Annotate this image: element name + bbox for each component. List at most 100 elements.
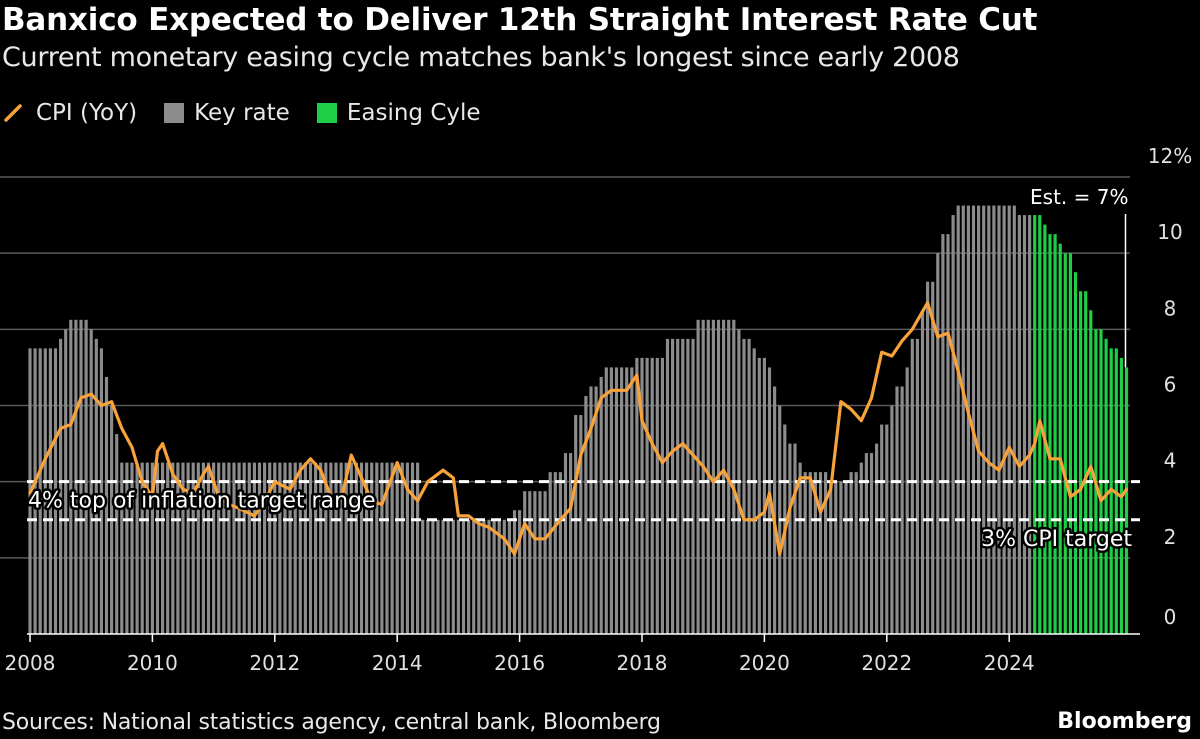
key-rate-bar (365, 462, 369, 634)
chart-plot-area: 0 2 4 6 8 10 12% 4% top of inflation target ran… (0, 144, 1192, 675)
key-rate-bar (757, 357, 761, 634)
key-rate-bar (1007, 205, 1011, 634)
key-rate-bar (910, 338, 914, 634)
key-rate-bar (849, 472, 853, 634)
x-tick-label: 2024 (984, 651, 1035, 675)
x-tick-label: 2012 (249, 651, 300, 675)
key-rate-bar (523, 491, 527, 634)
key-rate-bar (421, 519, 425, 634)
key-rate-bar (518, 510, 522, 634)
key-rate-bar (951, 215, 955, 635)
easing-cycle-bar (1053, 234, 1057, 634)
key-rate-bar (1017, 215, 1021, 635)
key-rate-bar (166, 462, 170, 634)
key-rate-bar (247, 462, 251, 634)
key-rate-bar (813, 472, 817, 634)
key-rate-bar (308, 462, 313, 634)
reference-label-target-range: 4% top of inflation target range (28, 489, 376, 514)
key-rate-bar (181, 462, 185, 634)
key-rate-bar (232, 462, 236, 634)
key-rate-bar (150, 462, 154, 634)
key-rate-bar (380, 462, 384, 634)
key-rate-bar (732, 319, 736, 634)
key-rate-bar (288, 462, 292, 634)
easing-cycle-bar (1063, 253, 1067, 634)
reference-label-cpi-target: 3% CPI target (981, 527, 1132, 552)
y-tick-label: 12% (1148, 144, 1192, 168)
key-rate-bar (400, 462, 404, 634)
line-swatch-icon (4, 104, 22, 122)
key-rate-bar (793, 443, 797, 634)
chart-subtitle: Current monetary easing cycle matches ba… (2, 42, 960, 73)
key-rate-bar (885, 424, 889, 634)
key-rate-bar (665, 338, 670, 634)
key-rate-bar (456, 519, 460, 634)
key-rate-bar (686, 338, 690, 634)
legend-item-key-rate: Key rate (164, 100, 290, 126)
key-rate-bar (722, 319, 726, 634)
key-rate-bar (237, 462, 241, 634)
key-rate-bar (140, 462, 144, 634)
key-rate-bar (538, 491, 542, 634)
key-rate-bar (645, 357, 649, 634)
easing-cycle-bar (1033, 215, 1037, 635)
key-rate-bar (385, 462, 389, 634)
key-rate-bar (507, 519, 511, 634)
key-rate-bar (135, 462, 139, 634)
key-rate-bar (625, 367, 629, 634)
key-rate-bar (293, 462, 297, 634)
key-rate-bar (446, 519, 450, 634)
key-rate-bar (834, 481, 838, 634)
key-rate-bar (844, 481, 848, 634)
key-rate-bar (441, 519, 445, 634)
key-rate-bar (370, 462, 374, 634)
key-rate-bar (747, 338, 751, 634)
x-tick-label: 2018 (617, 651, 668, 675)
key-rate-bar (650, 357, 654, 634)
key-rate-bar (875, 443, 879, 634)
key-rate-bar (818, 472, 823, 634)
chart-legend: CPI (YoY) Key rate Easing Cyle (4, 98, 508, 128)
key-rate-bar (201, 462, 205, 634)
key-rate-bar (120, 462, 124, 634)
key-rate-bar (59, 338, 63, 634)
key-rate-bar (405, 462, 409, 634)
x-tick-label: 2020 (739, 651, 790, 675)
brand-logo: Bloomberg (1057, 709, 1192, 734)
key-rate-bar (33, 348, 37, 634)
x-tick-label: 2022 (861, 651, 912, 675)
easing-cycle-bar (1124, 367, 1129, 634)
key-rate-bar (99, 348, 103, 634)
cpi-line (28, 301, 1129, 556)
key-rate-bar (130, 462, 134, 634)
key-rate-bar (263, 462, 267, 634)
key-rate-bar (125, 462, 129, 634)
key-rate-bar (217, 462, 221, 634)
legend-item-cpi: CPI (YoY) (4, 100, 137, 126)
key-rate-bar (324, 462, 328, 634)
key-rate-bar (880, 424, 884, 634)
key-rate-bar (997, 205, 1001, 634)
key-rate-bar (681, 338, 685, 634)
key-rate-bar (155, 462, 160, 634)
key-rate-bar (691, 338, 695, 634)
y-tick-label: 4 (1164, 449, 1177, 473)
key-rate-bar (115, 434, 119, 634)
key-rate-bar (696, 319, 700, 634)
key-rate-bar (461, 519, 466, 634)
y-tick-label: 6 (1164, 373, 1177, 397)
key-rate-bar (1002, 205, 1006, 634)
key-rate-bar (344, 462, 348, 634)
key-rate-bar (53, 348, 58, 634)
key-rate-bar (824, 472, 828, 634)
key-rate-bar (630, 367, 634, 634)
key-rate-bar (104, 376, 109, 634)
easing-cycle-bar (1073, 272, 1078, 634)
legend-label-key-rate: Key rate (194, 100, 290, 126)
key-rate-bar (543, 491, 547, 634)
easing-cycle-bar (1084, 291, 1088, 634)
key-rate-bar (354, 462, 358, 634)
key-rate-bar (426, 519, 430, 634)
key-rate-bar (314, 462, 318, 634)
y-tick-label: 10 (1157, 220, 1182, 244)
